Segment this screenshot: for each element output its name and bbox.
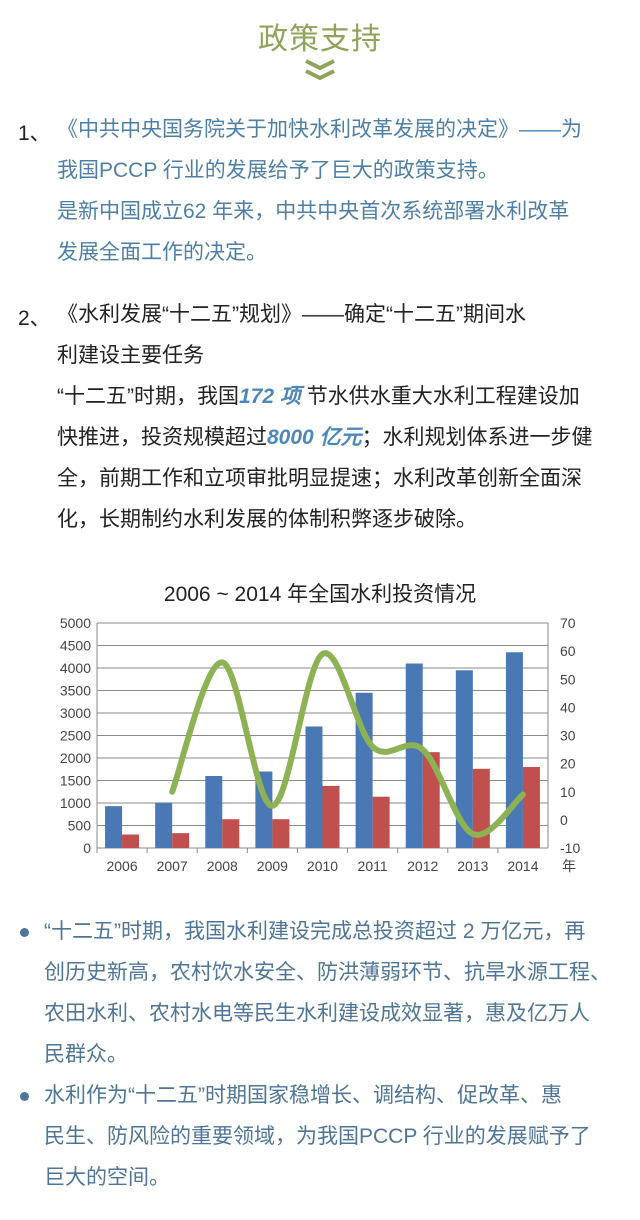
y2-tick-label: 0: [560, 812, 568, 828]
bullet1-line: 农田水利、农村水电等民生水利建设成效显著，惠及亿万人: [44, 1002, 590, 1025]
y2-tick-label: -10: [560, 840, 580, 856]
section1-line: 是新中国成立62 年来，中共中央首次系统部署水利改革: [57, 200, 570, 223]
bullet-icon: [20, 928, 29, 937]
x-tick-label: 2012: [407, 858, 438, 874]
item-number-1: 1、: [18, 122, 51, 145]
series-blue-bar: [505, 652, 523, 848]
bullet2-line: 巨大的空间。: [44, 1166, 170, 1189]
y-tick-label: 0: [83, 840, 91, 856]
section1-line: 发展全面工作的决定。: [57, 241, 267, 264]
y-tick-label: 3500: [60, 683, 91, 699]
section2-line: 利建设主要任务: [57, 344, 204, 367]
y2-tick-label: 70: [560, 615, 576, 631]
y-tick-label: 5000: [60, 615, 91, 631]
x-tick-label: 2013: [457, 858, 488, 874]
text: ；水利规划体系进一步健: [361, 426, 593, 449]
section1-line: 我国PCCP 行业的发展给予了巨大的政策支持。: [57, 159, 499, 182]
y2-tick-label: 40: [560, 699, 576, 715]
section2-line: 快推进，投资规模超过8000 亿元；水利规划体系进一步健: [57, 425, 593, 451]
item-number-2: 2、: [18, 307, 51, 330]
y-tick-label: 1500: [60, 773, 91, 789]
y-tick-label: 3000: [60, 705, 91, 721]
text: 节水供水重大水利工程建设加: [306, 385, 580, 408]
bullet1-line: 创历史新高，农村饮水安全、防洪薄弱环节、抗旱水源工程、: [44, 961, 611, 984]
series-green-line: [169, 650, 526, 838]
series-red-bar: [422, 752, 440, 848]
series-red-bar: [172, 833, 190, 848]
highlight-projects: 172 项: [239, 385, 301, 408]
x-tick-label: 2014: [507, 858, 538, 874]
chart-title: 2006 ~ 2014 年全国水利投资情况: [163, 583, 477, 606]
series-red-bar: [322, 785, 340, 848]
investment-chart: 0500100015002000250030003500400045005000…: [60, 615, 581, 874]
x-tick-label: 2009: [257, 858, 288, 874]
section1-line: 《中共中央国务院关于加快水利改革发展的决定》——为: [57, 118, 582, 141]
y2-tick-label: 50: [560, 671, 576, 687]
text: 快推进，投资规模超过: [57, 426, 267, 449]
series-blue-bar: [355, 692, 373, 848]
section2-line: 全，前期工作和立项审批明显提速；水利改革创新全面深: [57, 467, 582, 490]
series-blue-bar: [155, 802, 173, 848]
series-blue-bar: [405, 663, 423, 848]
y-tick-label: 4000: [60, 660, 91, 676]
series-blue-bar: [455, 670, 473, 848]
bullet2-line: 水利作为“十二五”时期国家稳增长、调结构、促改革、惠: [44, 1084, 562, 1107]
y-tick-label: 500: [68, 818, 92, 834]
series-red-bar: [472, 768, 490, 848]
x-tick-label: 2010: [307, 858, 338, 874]
y2-tick-label: 20: [560, 756, 576, 772]
series-red-bar: [272, 819, 290, 848]
y-tick-label: 1000: [60, 795, 91, 811]
x-tick-label: 2006: [106, 858, 137, 874]
series-red-bar: [522, 767, 540, 848]
section2-line: 《水利发展“十二五”规划》——确定“十二五”期间水: [57, 303, 526, 326]
bullet2-line: 民生、防风险的重要领域，为我国PCCP 行业的发展赋予了: [44, 1125, 591, 1148]
x-axis-label: 年: [562, 858, 576, 874]
series-blue-bar: [305, 726, 323, 848]
y2-tick-label: 60: [560, 643, 576, 659]
series-blue-bar: [105, 806, 123, 848]
series-red-bar: [372, 796, 390, 848]
bullet1-line: “十二五”时期，我国水利建设完成总投资超过 2 万亿元，再: [44, 920, 586, 943]
y-tick-label: 4500: [60, 638, 91, 654]
double-chevron-down-icon: [305, 59, 335, 81]
section2-line: 化，长期制约水利发展的体制积弊逐步破除。: [57, 508, 477, 531]
x-tick-label: 2011: [358, 858, 388, 874]
x-tick-label: 2007: [157, 858, 188, 874]
series-red-bar: [222, 819, 240, 848]
y-tick-label: 2500: [60, 728, 91, 744]
y-tick-label: 2000: [60, 750, 91, 766]
bullet1-line: 民群众。: [44, 1043, 128, 1066]
y2-tick-label: 30: [560, 728, 576, 744]
section2-line: “十二五”时期，我国172 项 节水供水重大水利工程建设加: [57, 384, 580, 410]
y2-tick-label: 10: [560, 784, 576, 800]
series-blue-bar: [205, 776, 223, 848]
highlight-investment: 8000 亿元: [267, 426, 362, 449]
text: “十二五”时期，我国: [57, 385, 239, 408]
x-tick-label: 2008: [207, 858, 238, 874]
series-red-bar: [122, 834, 140, 848]
bullet-icon: [20, 1092, 29, 1101]
section-heading: 政策支持: [258, 23, 382, 56]
